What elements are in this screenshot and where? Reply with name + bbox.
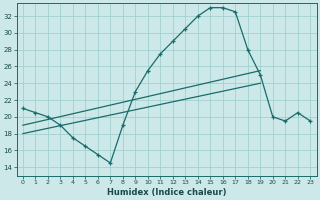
X-axis label: Humidex (Indice chaleur): Humidex (Indice chaleur) <box>107 188 226 197</box>
